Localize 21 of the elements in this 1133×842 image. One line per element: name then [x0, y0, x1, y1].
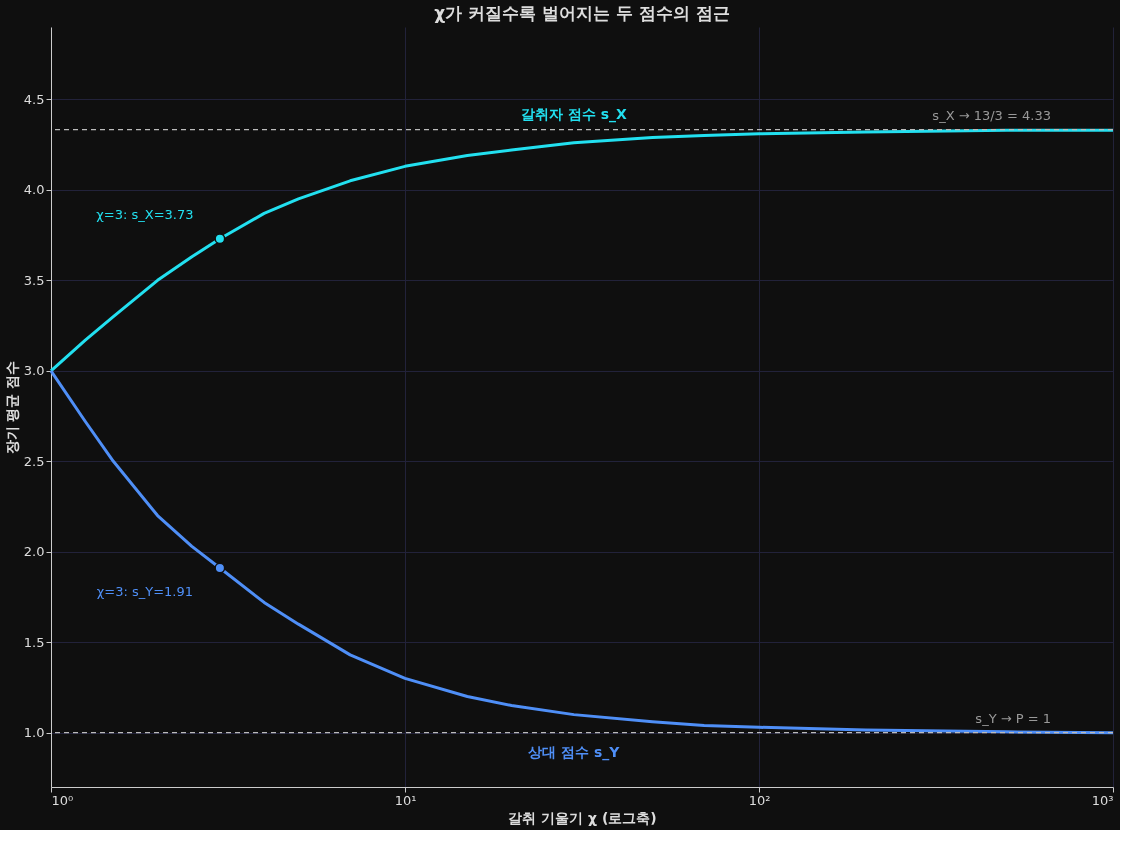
y-tick-label: 1.0: [23, 725, 45, 741]
series-label: 갈취자 점수 s_X: [520, 105, 628, 123]
x-axis-title: 갈취 기울기 χ (로그축): [508, 809, 657, 826]
y-tick-label: 3.5: [23, 272, 45, 288]
x-tick-label: 10³: [1091, 792, 1114, 808]
series-label: 상대 점수 s_Y: [528, 743, 621, 761]
y-axis-title: 장기 평균 점수: [3, 360, 20, 455]
x-tick-label: 10²: [748, 792, 771, 808]
x-tick-label: 10¹: [394, 792, 417, 808]
ref-line-label: s_X → 13/3 = 4.33: [932, 107, 1051, 123]
y-tick-label: 2.5: [23, 453, 45, 469]
x-tick-label: 10⁰: [51, 792, 74, 808]
y-tick-label: 1.5: [23, 634, 45, 650]
annotation: χ=3: s_Y=1.91: [96, 584, 194, 600]
y-tick-label: 2.0: [23, 544, 45, 560]
y-tick-label: 4.5: [23, 91, 45, 107]
ref-line-label: s_Y → P = 1: [975, 710, 1051, 726]
chart-title: χ가 커질수록 벌어지는 두 점수의 점근: [434, 3, 730, 23]
y-tick-label: 4.0: [23, 182, 45, 198]
annotation: χ=3: s_X=3.73: [96, 206, 194, 222]
y-tick-label: 3.0: [23, 363, 45, 379]
